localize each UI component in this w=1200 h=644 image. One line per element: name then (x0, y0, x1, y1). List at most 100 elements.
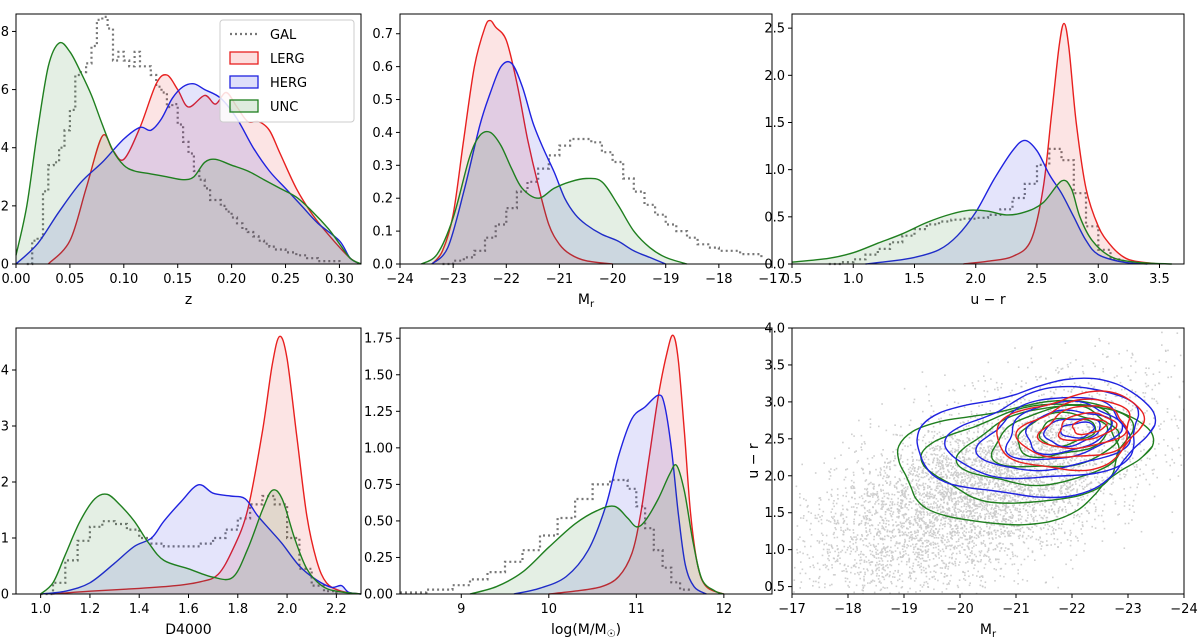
gal-point (1081, 451, 1083, 453)
gal-point (884, 472, 887, 474)
gal-point (1046, 483, 1048, 485)
gal-point (1078, 498, 1080, 500)
gal-point (933, 588, 935, 591)
gal-point (1021, 440, 1023, 443)
gal-point (1060, 435, 1063, 438)
gal-point (978, 492, 980, 495)
gal-point (911, 537, 913, 540)
gal-point (1049, 396, 1052, 399)
gal-point (1074, 401, 1077, 403)
gal-point (863, 441, 866, 443)
gal-point (883, 500, 885, 503)
gal-point (1041, 432, 1044, 435)
gal-point (995, 504, 997, 506)
gal-point (988, 481, 990, 484)
gal-point (1003, 498, 1005, 500)
gal-point (966, 561, 969, 563)
gal-point (1092, 491, 1095, 493)
gal-point (803, 515, 805, 517)
gal-point (881, 525, 883, 527)
gal-point (818, 586, 821, 589)
gal-point (1075, 448, 1078, 451)
gal-point (925, 532, 927, 534)
gal-point (907, 591, 909, 593)
gal-point (914, 467, 916, 469)
gal-point (869, 418, 872, 420)
gal-point (1020, 518, 1022, 520)
gal-point (918, 493, 921, 496)
gal-point (972, 476, 974, 478)
gal-point (945, 516, 947, 518)
gal-point (926, 525, 929, 527)
gal-point (901, 534, 904, 536)
gal-point (939, 422, 941, 425)
gal-point (945, 565, 947, 567)
gal-point (1047, 490, 1050, 492)
gal-point (1039, 537, 1041, 539)
gal-point (977, 421, 980, 423)
gal-point (898, 509, 901, 511)
gal-point (964, 579, 967, 581)
gal-point (1105, 465, 1107, 467)
gal-point (872, 506, 874, 509)
series-lerg-area (53, 336, 361, 594)
gal-point (884, 513, 887, 516)
gal-point (1021, 467, 1024, 470)
gal-point (937, 463, 940, 465)
gal-point (914, 537, 916, 540)
y-tick-label: 2 (1, 199, 9, 214)
gal-point (1014, 458, 1016, 461)
gal-point (957, 474, 960, 476)
gal-point (973, 459, 975, 462)
gal-point (877, 543, 880, 545)
gal-point (1038, 462, 1040, 465)
gal-point (903, 525, 905, 528)
gal-point (878, 531, 881, 533)
gal-point (955, 483, 957, 486)
gal-point (847, 528, 849, 531)
gal-point (915, 511, 918, 514)
gal-point (834, 550, 836, 553)
gal-point (1029, 462, 1031, 464)
gal-point (1081, 429, 1084, 431)
gal-point (877, 503, 880, 505)
gal-point (973, 504, 976, 507)
gal-point (1013, 452, 1015, 454)
gal-point (905, 563, 908, 566)
gal-point (1094, 476, 1096, 478)
gal-point (1073, 514, 1075, 516)
gal-point (1064, 448, 1066, 450)
gal-point (959, 544, 961, 547)
gal-point (854, 492, 856, 494)
gal-point (1061, 510, 1064, 512)
gal-point (1020, 380, 1023, 382)
gal-point (1056, 516, 1059, 518)
gal-point (890, 515, 893, 518)
gal-point (1002, 532, 1004, 534)
gal-point (1095, 508, 1097, 511)
gal-point (899, 495, 902, 497)
gal-point (948, 498, 950, 500)
gal-point (916, 548, 919, 551)
gal-point (1093, 386, 1096, 388)
gal-point (950, 492, 952, 495)
gal-point (972, 503, 974, 505)
gal-point (955, 450, 957, 452)
gal-point (853, 481, 855, 484)
gal-point (969, 445, 971, 447)
gal-point (946, 507, 948, 510)
gal-point (881, 572, 883, 574)
gal-point (820, 522, 823, 525)
gal-point (829, 584, 831, 587)
gal-point (943, 575, 946, 578)
gal-point (1029, 499, 1031, 502)
gal-point (1126, 470, 1128, 472)
gal-point (980, 475, 982, 478)
gal-point (1054, 522, 1057, 524)
gal-point (942, 476, 945, 478)
gal-point (986, 423, 989, 425)
gal-point (1111, 401, 1113, 403)
gal-point (934, 494, 936, 497)
gal-point (836, 519, 839, 522)
gal-point (828, 555, 830, 557)
